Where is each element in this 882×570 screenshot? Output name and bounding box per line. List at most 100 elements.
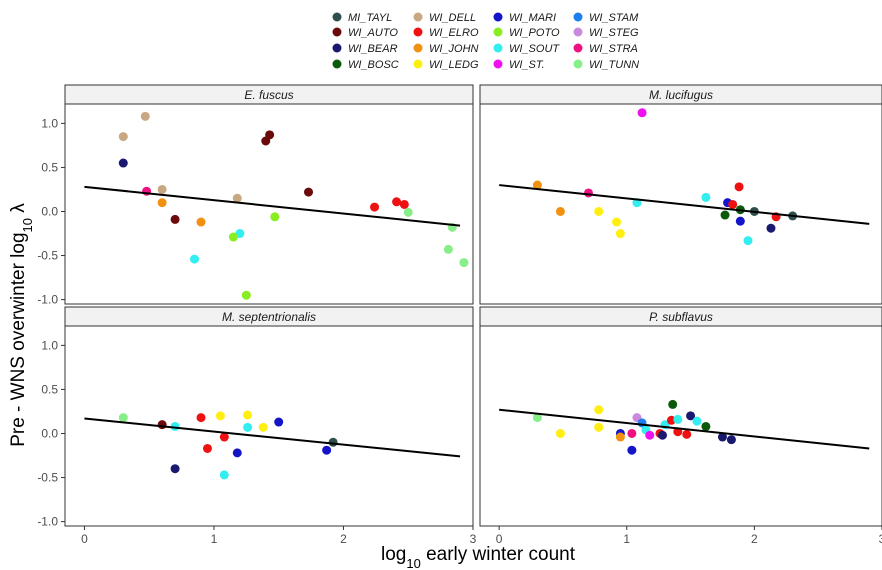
- y-tick-label: 1.0: [41, 116, 58, 130]
- legend-key: [332, 27, 342, 37]
- data-point: [322, 445, 332, 455]
- data-point: [766, 223, 776, 233]
- legend-key: [493, 12, 503, 22]
- data-points: [118, 410, 338, 480]
- data-point: [682, 429, 692, 439]
- x-tick-label: 0: [81, 532, 88, 546]
- legend: MI_TAYL WI_AUTO WI_BEAR WI_BOSC WI_DELL WI_EL…: [332, 12, 639, 71]
- legend-label: WI_MARI: [509, 12, 556, 24]
- data-point: [701, 192, 711, 202]
- data-point: [443, 244, 453, 254]
- data-point: [118, 132, 128, 142]
- data-point: [232, 193, 242, 203]
- data-point: [734, 182, 744, 192]
- regression-line: [84, 185, 461, 227]
- data-point: [140, 111, 150, 121]
- data-point: [196, 217, 206, 227]
- data-point: [637, 108, 647, 118]
- data-point: [370, 202, 380, 212]
- data-point: [627, 428, 637, 438]
- panel-frame: [479, 325, 882, 527]
- y-tick-label: -1.0: [37, 515, 58, 529]
- legend-key: [573, 12, 583, 22]
- y-tick-label: 0.5: [41, 382, 58, 396]
- data-point: [726, 435, 736, 445]
- y-tick-label: -1.0: [37, 293, 58, 307]
- data-point: [735, 216, 745, 226]
- legend-key: [573, 59, 583, 69]
- x-tick-label: 1: [211, 532, 218, 546]
- data-point: [157, 184, 167, 194]
- data-point: [243, 422, 253, 432]
- data-point: [265, 130, 275, 140]
- legend-label: WI_DELL: [429, 12, 476, 24]
- y-axis-ticks: -1.0 -0.5 0.0 0.5 1.0 -1.0 -0.5 0.0 0.5 1.0: [37, 116, 65, 529]
- data-point: [717, 432, 727, 442]
- legend-label: WI_STEG: [589, 27, 639, 39]
- data-point: [686, 411, 696, 421]
- y-axis-title: Pre - WNS overwinter log10 λ: [8, 203, 35, 447]
- data-point: [555, 206, 565, 216]
- data-point: [743, 236, 753, 246]
- data-point: [615, 432, 625, 442]
- legend-label: WI_LEDG: [429, 59, 479, 71]
- x-tick-label: 1: [623, 532, 630, 546]
- data-point: [673, 414, 683, 424]
- x-tick-label: 3: [470, 532, 477, 546]
- data-point: [274, 417, 284, 427]
- data-point: [190, 254, 200, 264]
- data-point: [459, 258, 469, 268]
- facet-title: E. fuscus: [244, 88, 293, 102]
- legend-key: [413, 12, 423, 22]
- facet-title: M. septentrionalis: [222, 310, 316, 324]
- data-point: [701, 421, 711, 431]
- legend-key: [332, 59, 342, 69]
- x-tick-label: 0: [496, 532, 503, 546]
- data-point: [532, 180, 542, 190]
- data-point: [243, 410, 253, 420]
- legend-key: [493, 43, 503, 53]
- data-points: [118, 111, 469, 300]
- legend-key: [332, 12, 342, 22]
- data-points: [532, 399, 736, 455]
- legend-key: [573, 27, 583, 37]
- data-point: [403, 207, 413, 217]
- facet-panel: E. fuscus: [64, 84, 474, 305]
- y-tick-label: 0.5: [41, 160, 58, 174]
- data-point: [594, 422, 604, 432]
- legend-key: [332, 43, 342, 53]
- legend-label: WI_BOSC: [348, 59, 399, 71]
- data-point: [668, 399, 678, 409]
- legend-key: [493, 27, 503, 37]
- data-point: [232, 448, 242, 458]
- data-point: [657, 430, 667, 440]
- data-point: [228, 232, 238, 242]
- data-point: [555, 428, 565, 438]
- legend-label: WI_JOHN: [429, 43, 479, 55]
- legend-label: WI_ELRO: [429, 27, 479, 39]
- data-point: [692, 416, 702, 426]
- data-point: [594, 206, 604, 216]
- data-point: [583, 188, 593, 198]
- data-point: [118, 413, 128, 423]
- data-point: [392, 197, 402, 207]
- y-tick-label: -0.5: [37, 471, 58, 485]
- legend-label: MI_TAYL: [348, 12, 392, 24]
- y-tick-label: 0.0: [41, 426, 58, 440]
- data-point: [258, 422, 268, 432]
- facet-title: M. lucifugus: [649, 88, 713, 102]
- x-tick-label: 2: [340, 532, 347, 546]
- facet-title: P. subflavus: [649, 310, 713, 324]
- data-point: [118, 158, 128, 168]
- facet-panels: E. fuscus M. lucifugus M. septentrionalis P…: [64, 84, 882, 527]
- data-point: [241, 290, 251, 300]
- data-point: [720, 210, 730, 220]
- legend-key: [573, 43, 583, 53]
- legend-label: WI_BEAR: [348, 43, 398, 55]
- legend-label: WI_TUNN: [589, 59, 639, 71]
- facet-panel: M. lucifugus: [479, 84, 882, 305]
- data-point: [304, 187, 314, 197]
- data-point: [270, 212, 280, 222]
- data-point: [532, 413, 542, 423]
- data-point: [202, 443, 212, 453]
